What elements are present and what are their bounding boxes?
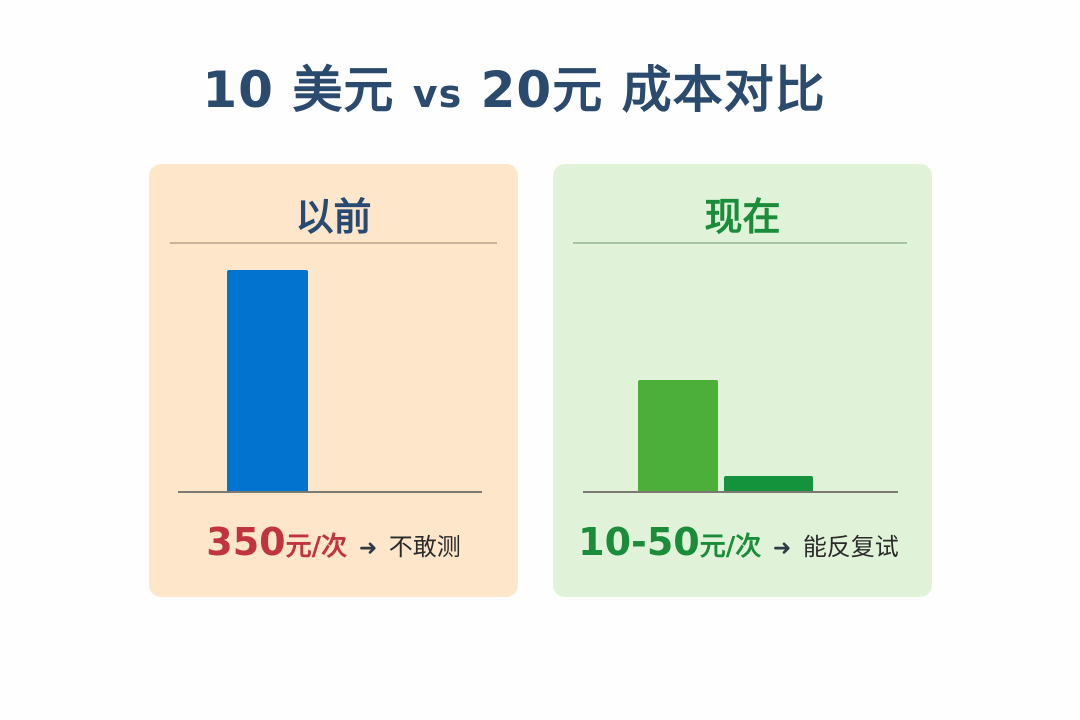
before-divider — [170, 242, 497, 244]
after-result: 能反复试 — [802, 533, 899, 561]
arrow-right-icon: ➜ — [772, 536, 792, 561]
before-panel-title: 以前 — [295, 195, 372, 239]
after-caption: 10-50元/次 ➜ 能反复试 — [553, 520, 932, 564]
before-cost-unit: 元/次 — [285, 532, 348, 562]
after-axis-baseline — [583, 491, 898, 493]
page-title: 10 美元 vs 20元 成本对比 — [0, 50, 1080, 122]
before-caption: 350元/次 ➜ 不敢测 — [149, 520, 518, 564]
before-panel: 以前 350元/次 ➜ 不敢测 — [149, 164, 518, 597]
before-result: 不敢测 — [388, 533, 461, 561]
title-part1: 10 美元 — [202, 61, 395, 119]
before-cost-bar — [227, 270, 308, 492]
arrow-right-icon: ➜ — [358, 536, 378, 561]
after-cost-bar-low — [724, 476, 813, 492]
after-divider — [573, 242, 907, 244]
after-cost-unit: 元/次 — [699, 532, 762, 562]
after-panel-title: 现在 — [704, 195, 781, 239]
title-vs: vs — [412, 72, 463, 116]
after-panel: 现在 10-50元/次 ➜ 能反复试 — [553, 164, 932, 597]
title-part2: 20元 成本对比 — [480, 61, 826, 119]
after-cost-value: 10-50 — [578, 520, 700, 564]
before-axis-baseline — [178, 491, 482, 493]
after-cost-bar-high — [638, 380, 718, 492]
before-cost-value: 350 — [206, 520, 286, 564]
